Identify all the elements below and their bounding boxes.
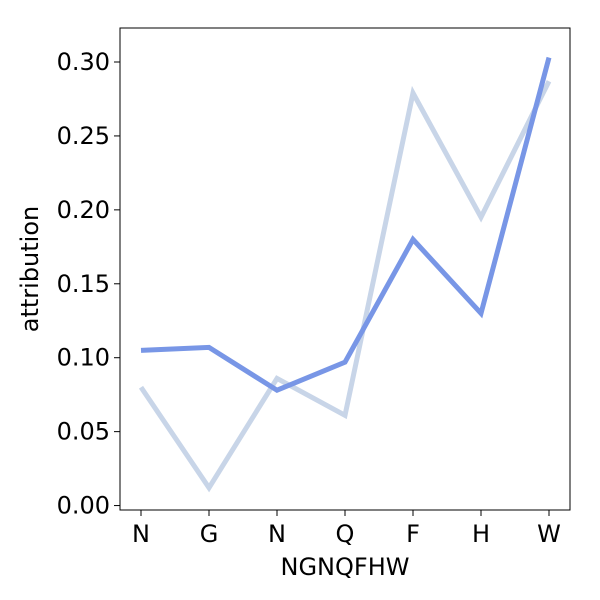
y-tick-label: 0.00 [57,492,110,520]
y-tick-label: 0.25 [57,122,110,150]
x-tick-label: N [268,520,286,548]
plot-frame [119,27,571,511]
y-axis-label: attribution [16,206,44,332]
x-tick-label: H [472,520,490,548]
x-axis-label: NGNQFHW [281,553,410,581]
y-tick-label: 0.30 [57,48,110,76]
y-axis: 0.00 0.05 0.10 0.15 0.20 0.25 0.30 [57,48,120,520]
y-tick-label: 0.10 [57,344,110,372]
x-tick-label: F [406,520,420,548]
x-tick-label: W [537,520,561,548]
y-tick-label: 0.05 [57,418,110,446]
x-tick-label: N [132,520,150,548]
series-line-1 [138,80,552,493]
y-tick-label: 0.15 [57,270,110,298]
series-line-2 [140,56,552,394]
series-layer [138,56,552,493]
y-tick-label: 0.20 [57,196,110,224]
x-tick-label: G [200,520,219,548]
x-tick-label: Q [336,520,355,548]
